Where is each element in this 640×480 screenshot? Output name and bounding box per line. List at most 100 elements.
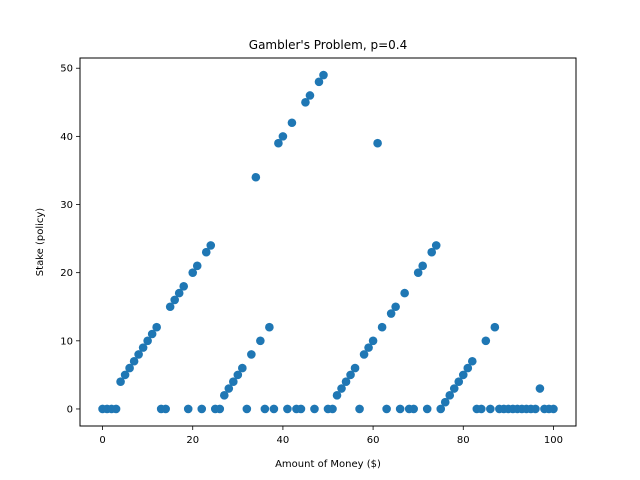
data-point (391, 302, 400, 312)
data-point (458, 370, 468, 380)
data-point (269, 404, 279, 414)
data-point (490, 322, 500, 332)
data-point (256, 336, 265, 346)
data-point (138, 343, 148, 352)
data-point (467, 356, 477, 366)
data-point (427, 247, 437, 257)
data-point (215, 404, 225, 414)
x-tick-label: 0 (99, 435, 105, 446)
data-point (310, 404, 319, 414)
data-point (296, 404, 306, 414)
data-point (188, 268, 198, 277)
data-point (463, 363, 473, 373)
data-point (337, 384, 346, 393)
data-point (328, 404, 337, 414)
x-tick-label: 100 (544, 435, 563, 446)
data-point (287, 118, 297, 128)
data-point (395, 404, 405, 414)
data-point (301, 98, 310, 107)
data-point (260, 404, 270, 414)
data-point (440, 397, 450, 407)
data-point (242, 404, 252, 414)
data-point (368, 336, 378, 346)
data-point (418, 261, 427, 271)
data-point (134, 350, 143, 359)
data-point (179, 282, 189, 291)
data-point (224, 384, 234, 393)
data-point (247, 350, 256, 359)
data-point (382, 404, 391, 414)
data-point (251, 172, 261, 182)
data-point (454, 377, 464, 387)
data-point (161, 404, 170, 414)
data-point (116, 377, 125, 387)
data-point (219, 391, 229, 400)
data-point (197, 404, 207, 414)
data-point (206, 241, 216, 250)
x-tick-label: 60 (367, 435, 380, 446)
chart-title: Gambler's Problem, p=0.4 (249, 38, 407, 52)
data-point (125, 363, 134, 373)
data-point (431, 241, 441, 250)
data-point (477, 404, 486, 414)
data-point (170, 295, 179, 305)
data-point (165, 302, 175, 312)
y-axis-ticks: 0 10 20 30 40 50 (60, 64, 80, 415)
y-tick-label: 30 (60, 200, 73, 211)
data-points (98, 70, 558, 414)
data-point (274, 138, 283, 148)
data-point (314, 77, 324, 87)
data-point (549, 404, 558, 414)
data-point (409, 404, 418, 414)
data-point (319, 70, 328, 80)
data-point (183, 404, 193, 414)
data-point (233, 370, 243, 380)
y-axis-label: Stake (policy) (35, 208, 46, 277)
data-point (445, 391, 455, 400)
x-axis-label: Amount of Money ($) (275, 459, 381, 470)
x-tick-label: 20 (186, 435, 199, 446)
data-point (238, 363, 247, 373)
data-point (332, 391, 342, 400)
data-point (283, 404, 292, 414)
x-axis-ticks: 0 20 40 60 80 100 (99, 426, 563, 446)
data-point (201, 247, 211, 257)
data-point (278, 132, 288, 141)
y-tick-label: 0 (67, 404, 73, 415)
y-tick-label: 50 (60, 64, 73, 75)
data-point (486, 404, 495, 414)
data-point (305, 91, 315, 100)
data-point (364, 343, 373, 352)
data-point (531, 404, 540, 414)
data-point (386, 309, 396, 318)
data-point (147, 329, 157, 339)
y-tick-label: 40 (60, 132, 73, 143)
data-point (229, 377, 238, 387)
data-point (413, 268, 423, 277)
data-point (111, 404, 121, 414)
data-point (355, 404, 364, 414)
x-tick-label: 80 (457, 435, 470, 446)
data-point (174, 288, 184, 298)
data-point (143, 336, 152, 346)
data-point (481, 336, 491, 346)
data-point (152, 322, 161, 332)
data-point (120, 370, 130, 380)
data-point (422, 404, 432, 414)
y-tick-label: 20 (60, 268, 73, 279)
y-tick-label: 10 (60, 336, 73, 347)
data-point (400, 288, 409, 298)
data-point (346, 370, 355, 380)
data-point (265, 322, 274, 332)
data-point (341, 377, 351, 387)
data-point (436, 404, 446, 414)
data-point (359, 350, 369, 359)
data-point (535, 384, 545, 393)
data-point (192, 261, 202, 271)
plot-frame (79, 57, 577, 427)
data-point (373, 138, 382, 148)
x-tick-label: 40 (277, 435, 290, 446)
data-point (350, 363, 360, 373)
data-point (129, 356, 139, 366)
